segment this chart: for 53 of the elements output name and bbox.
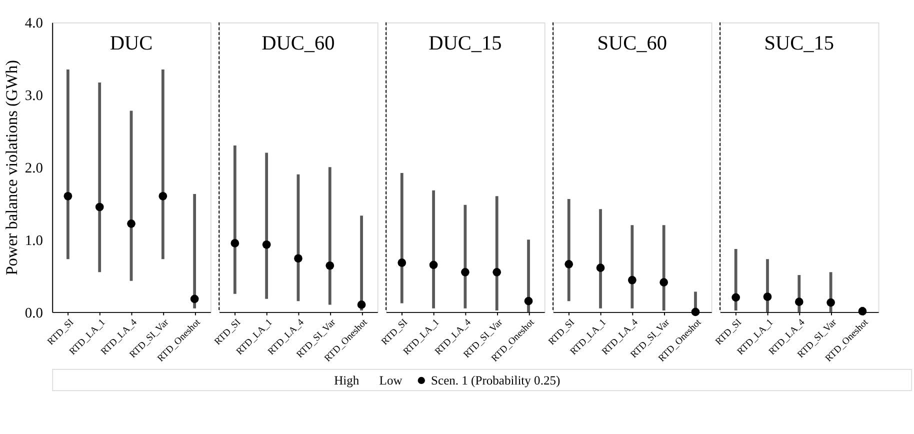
bar	[400, 172, 404, 304]
point	[326, 261, 334, 270]
bar	[98, 82, 102, 272]
bar	[66, 69, 70, 260]
point	[691, 308, 700, 316]
bar	[161, 69, 164, 260]
point	[858, 307, 867, 316]
text: DUC_15	[428, 32, 502, 54]
point	[826, 298, 835, 307]
y-tick-label: 2.0	[24, 160, 43, 176]
bar	[599, 209, 602, 308]
point	[95, 202, 104, 212]
bar	[495, 196, 498, 311]
bar	[567, 199, 570, 302]
text: High	[334, 373, 360, 388]
point	[357, 300, 366, 309]
point	[461, 268, 470, 276]
point	[596, 264, 605, 272]
y-tick-label: 0.0	[24, 305, 43, 322]
text: DUC	[110, 32, 153, 54]
point	[294, 254, 302, 263]
bar	[360, 216, 363, 311]
bar	[265, 152, 268, 299]
point	[794, 298, 804, 306]
bar	[193, 194, 196, 308]
point	[564, 260, 574, 268]
bar	[432, 190, 435, 308]
point	[398, 258, 406, 267]
bar	[527, 240, 530, 312]
point	[763, 292, 772, 301]
bar	[233, 145, 236, 294]
y-axis-title: Power balance violations (GWh)	[2, 60, 22, 276]
point	[492, 268, 502, 276]
text: Low	[379, 373, 402, 388]
y-tick-label: 1.0	[24, 232, 43, 249]
point	[524, 296, 533, 306]
point	[127, 219, 136, 228]
point	[732, 293, 740, 302]
text: SUC_60	[597, 32, 668, 54]
point	[429, 260, 438, 270]
text: SUC_15	[764, 32, 834, 54]
point	[230, 239, 240, 248]
legend-label: Scen. 1 (Probability 0.25)	[431, 373, 560, 388]
point	[660, 278, 668, 286]
y-tick-label: 3.0	[24, 88, 43, 104]
point	[64, 192, 72, 200]
y-tick-label: 4.0	[24, 16, 43, 32]
bar	[328, 167, 332, 305]
point	[262, 240, 271, 249]
point	[190, 294, 199, 304]
text: DUC_60	[262, 32, 335, 54]
point	[628, 276, 636, 284]
point	[158, 192, 168, 200]
